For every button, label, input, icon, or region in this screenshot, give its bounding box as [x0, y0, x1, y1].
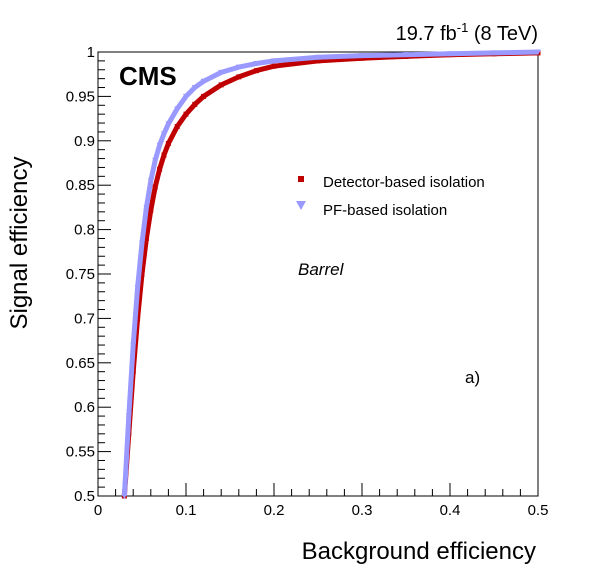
y-axis-title: Signal efficiency — [6, 157, 33, 330]
pf-point — [174, 106, 181, 112]
pf-point — [191, 85, 198, 91]
pf-point — [200, 78, 207, 85]
panel-annotation: a) — [465, 368, 480, 387]
y-tick-label: 0.9 — [74, 133, 95, 150]
detector-point — [192, 101, 198, 107]
y-tick-label: 0.6 — [74, 399, 95, 416]
detector-point — [165, 140, 171, 146]
x-tick-label: 0.2 — [264, 502, 285, 519]
pf-point — [535, 49, 541, 55]
y-tick-label: 0.55 — [66, 444, 95, 461]
detector-point — [152, 184, 158, 190]
pf-point — [235, 64, 242, 71]
experiment-label: CMS — [119, 61, 177, 91]
x-tick-label: 0.5 — [528, 502, 549, 519]
legend-marker-detector — [298, 176, 304, 182]
y-tick-label: 0.65 — [66, 355, 95, 372]
pf-point — [165, 121, 172, 127]
y-tick-label: 0.7 — [74, 310, 95, 327]
pf-point — [271, 58, 277, 64]
pf-point — [183, 93, 189, 100]
detector-point — [253, 68, 259, 74]
pf-point — [147, 178, 154, 184]
pf-point — [447, 51, 453, 57]
y-tick-label: 1 — [87, 44, 95, 61]
lumi-label: 19.7 fb-1 (8 TeV) — [396, 20, 538, 45]
pf-point — [161, 131, 167, 137]
pf-point — [139, 240, 145, 246]
y-tick-label: 0.75 — [66, 266, 95, 283]
pf-point — [130, 342, 137, 349]
x-tick-label: 0.3 — [352, 502, 373, 519]
pf-point — [403, 52, 409, 58]
legend-label-pf: PF-based isolation — [323, 202, 447, 219]
detector-point — [157, 166, 163, 172]
y-tick-label: 0.95 — [66, 88, 95, 105]
detector-point — [143, 235, 149, 241]
legend-label-detector: Detector-based isolation — [323, 174, 485, 191]
pf-point — [152, 157, 159, 164]
detector-point — [174, 124, 180, 130]
pf-point — [253, 61, 260, 67]
x-axis-title: Background efficiency — [302, 538, 536, 565]
detector-point — [271, 63, 277, 69]
curves — [121, 49, 541, 499]
pf-point — [156, 142, 163, 149]
pf-point — [218, 69, 225, 76]
region-annotation: Barrel — [298, 260, 345, 279]
detector-point — [218, 82, 224, 88]
pf-point — [315, 54, 321, 61]
detector-point — [148, 207, 154, 213]
detector-point — [236, 74, 242, 80]
detector-point — [315, 58, 321, 64]
legend: Detector-based isolation PF-based isolat… — [296, 174, 485, 219]
y-tick-label: 0.85 — [66, 177, 95, 194]
pf-point — [359, 53, 365, 59]
pf-point — [125, 413, 132, 420]
y-tick-label: 0.8 — [74, 222, 95, 239]
axis-ticks — [97, 51, 539, 497]
pf-point — [143, 204, 150, 211]
axis-tick-labels: 0 0.1 0.2 0.3 0.4 0.5 0.5 0.55 0.6 0.65 0.7 0.75 0.8… — [66, 44, 549, 519]
pf-point — [121, 493, 128, 499]
legend-marker-pf — [296, 201, 306, 210]
x-tick-label: 0.4 — [440, 502, 461, 519]
pf-point — [134, 284, 141, 291]
x-tick-label: 0 — [94, 502, 102, 519]
pf-point — [491, 50, 497, 56]
detector-point — [139, 271, 145, 277]
detector-point — [201, 93, 207, 99]
detector-point — [161, 152, 167, 158]
detector-point — [183, 111, 189, 117]
x-tick-label: 0.1 — [176, 502, 197, 519]
y-tick-label: 0.5 — [74, 488, 95, 505]
